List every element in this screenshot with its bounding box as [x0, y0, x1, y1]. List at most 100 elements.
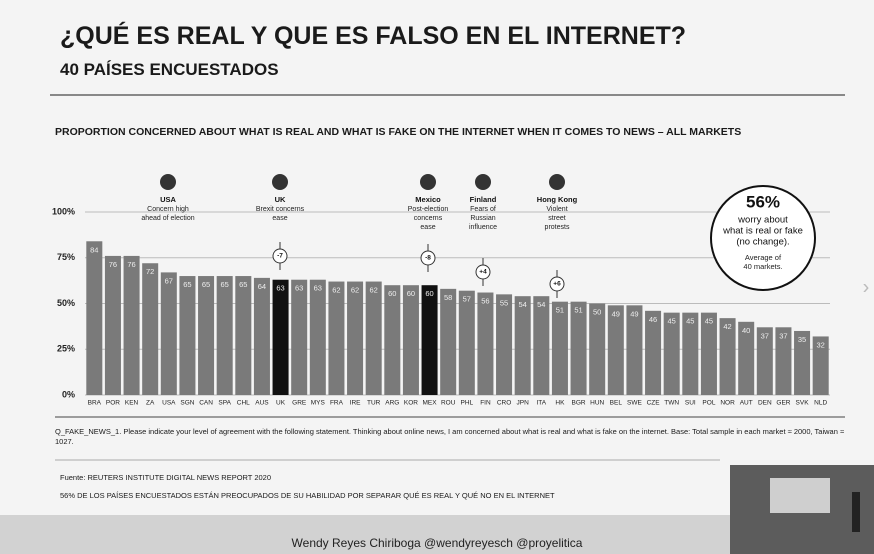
change-label: +6 — [553, 281, 561, 288]
bar — [402, 285, 419, 395]
x-tick-label: ARG — [385, 400, 399, 407]
x-tick-label: CZE — [647, 400, 661, 407]
bar — [738, 321, 755, 395]
value-label: 45 — [686, 317, 694, 326]
change-badge — [549, 276, 565, 292]
flag-icon — [160, 174, 176, 190]
flag-icon — [475, 174, 491, 190]
x-tick-label: FIN — [480, 400, 491, 407]
value-label: 64 — [258, 282, 266, 291]
next-arrow[interactable]: › — [863, 276, 870, 298]
annotation-title: Finland — [470, 195, 497, 204]
change-label: -8 — [425, 255, 431, 262]
value-label: 32 — [817, 340, 825, 349]
value-label: 37 — [779, 331, 787, 340]
callout-circle — [710, 185, 816, 291]
value-label: 51 — [556, 306, 564, 315]
value-label: 45 — [668, 317, 676, 326]
bar — [347, 281, 364, 395]
x-tick-label: SVK — [796, 400, 810, 407]
conclusion: 56% DE LOS PAÍSES ENCUESTADOS ESTÁN PREO… — [60, 491, 555, 500]
change-badge — [475, 264, 491, 280]
callout-note: 40 markets. — [743, 262, 782, 271]
bar — [104, 255, 121, 395]
bar — [794, 330, 811, 395]
value-label: 62 — [370, 286, 378, 295]
source: Fuente: REUTERS INSTITUTE DIGITAL NEWS R… — [60, 473, 272, 482]
callout-line: what is real or fake — [722, 226, 803, 237]
x-tick-label: SGN — [180, 400, 194, 407]
annotation-line: concerns — [414, 215, 443, 222]
change-label: +4 — [479, 269, 487, 276]
annotation-title: UK — [275, 195, 286, 204]
value-label: 46 — [649, 315, 657, 324]
value-label: 84 — [90, 245, 98, 254]
bar — [160, 272, 177, 395]
change-badge — [420, 250, 436, 266]
flag-icon — [272, 174, 288, 190]
callout-note: Average of — [745, 253, 782, 262]
value-label: 57 — [463, 295, 471, 304]
value-label: 55 — [500, 298, 508, 307]
annotation-line: influence — [469, 224, 497, 231]
x-tick-label: ROU — [441, 400, 456, 407]
annotation-line: Violent — [546, 206, 567, 213]
x-tick-label: CHL — [237, 400, 250, 407]
x-tick-label: HUN — [590, 400, 604, 407]
x-tick-label: NOR — [720, 400, 735, 407]
value-label: 60 — [388, 289, 396, 298]
bar — [775, 327, 792, 395]
y-tick-label: 50% — [57, 298, 75, 308]
annotation-title: Mexico — [415, 195, 441, 204]
bar — [216, 276, 233, 395]
value-label: 56 — [481, 297, 489, 306]
x-tick-label: GER — [776, 400, 790, 407]
annotation-line: Russian — [470, 215, 495, 222]
value-label: 76 — [109, 260, 117, 269]
change-label: -7 — [277, 253, 283, 260]
x-tick-label: FRA — [330, 400, 344, 407]
annotation-line: Concern high — [147, 206, 189, 213]
annotation-line: Fears of — [470, 206, 496, 213]
bar — [626, 305, 643, 395]
bar — [328, 281, 345, 395]
bar — [123, 255, 140, 395]
bar — [812, 336, 829, 395]
value-label: 65 — [221, 280, 229, 289]
bar — [756, 327, 773, 395]
bar — [607, 305, 624, 395]
x-tick-label: JPN — [517, 400, 530, 407]
bar — [198, 276, 215, 395]
x-tick-label: PHL — [460, 400, 473, 407]
bar — [496, 294, 513, 395]
x-tick-label: UK — [276, 400, 286, 407]
x-tick-label: CAN — [199, 400, 213, 407]
video-screen — [770, 478, 830, 513]
callout-line: (no change). — [736, 237, 789, 248]
bar — [384, 285, 401, 395]
bar — [589, 303, 606, 395]
bar — [235, 276, 252, 395]
value-label: 45 — [705, 317, 713, 326]
video-person — [852, 492, 860, 532]
value-label: 62 — [332, 286, 340, 295]
x-tick-label: TUR — [367, 400, 381, 407]
value-label: 67 — [165, 276, 173, 285]
value-label: 65 — [202, 280, 210, 289]
annotation-line: Brexit concerns — [256, 206, 305, 213]
bar — [421, 285, 438, 395]
bar — [272, 279, 289, 395]
annotation-line: protests — [545, 224, 570, 231]
bar — [458, 290, 475, 395]
value-label: 42 — [723, 322, 731, 331]
value-label: 63 — [276, 284, 284, 293]
annotation-line: ease — [272, 215, 287, 222]
x-tick-label: TWN — [664, 400, 679, 407]
annotation-title: USA — [160, 195, 176, 204]
x-tick-label: KOR — [404, 400, 418, 407]
x-tick-label: SPA — [218, 400, 231, 407]
bar — [514, 296, 531, 395]
bar — [551, 301, 568, 395]
value-label: 63 — [314, 284, 322, 293]
